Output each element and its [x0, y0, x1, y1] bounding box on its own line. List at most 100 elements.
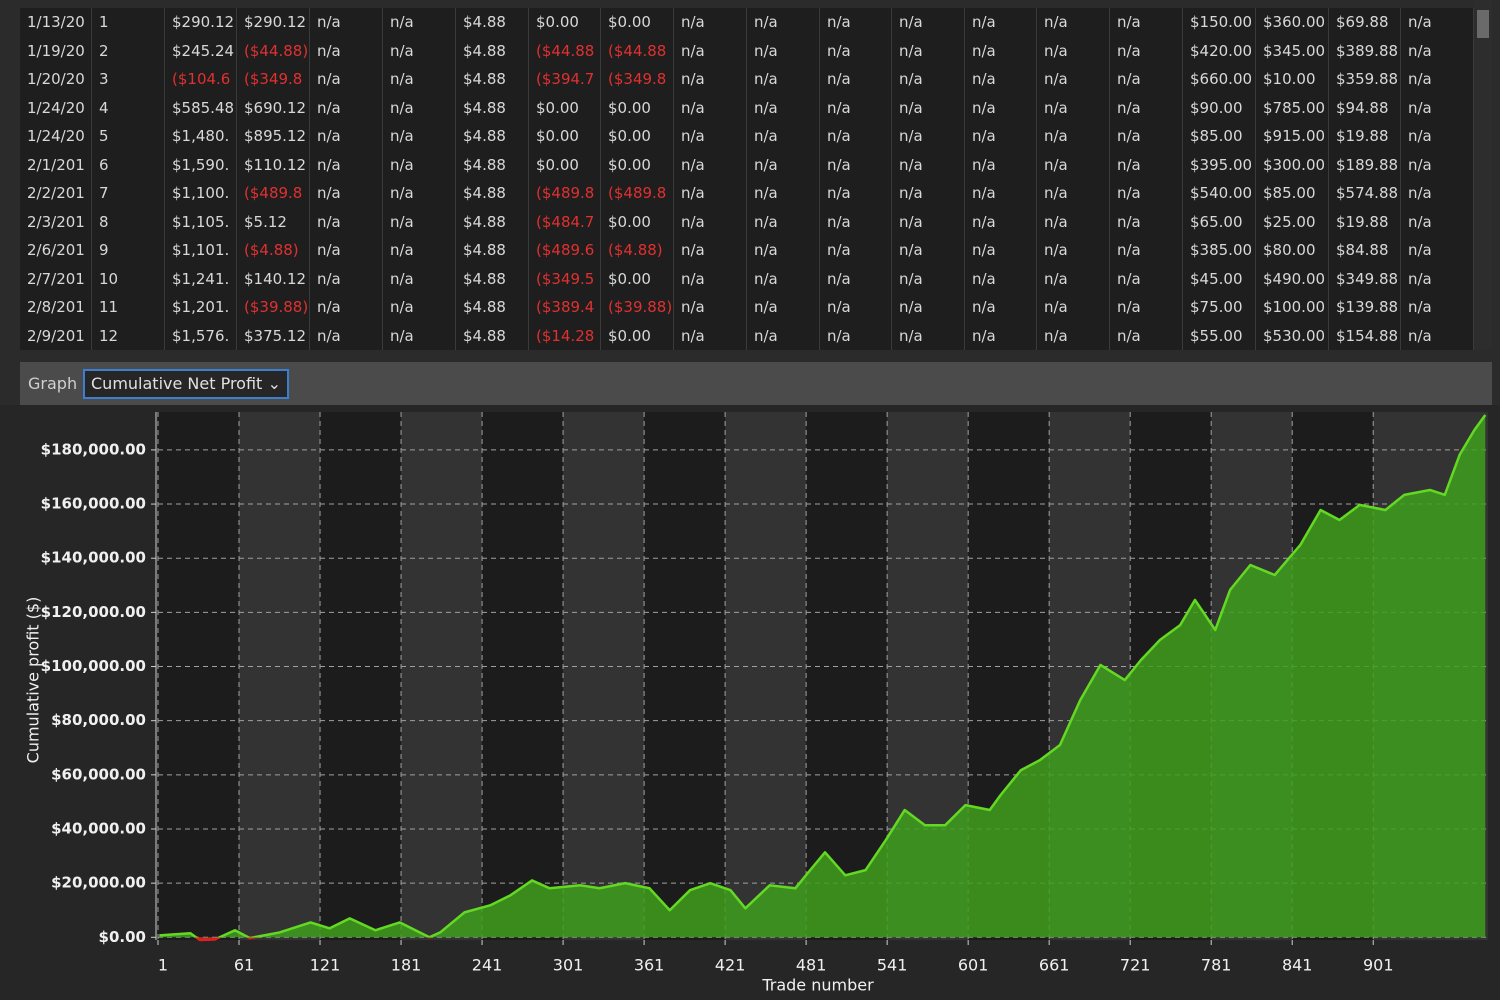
- graph-dropdown[interactable]: Cumulative Net Profit ⌄: [83, 369, 289, 399]
- table-cell: ($489.8: [237, 179, 310, 208]
- x-tick-label: 721: [1120, 956, 1151, 975]
- scroll-thumb[interactable]: [1477, 10, 1489, 38]
- table-cell: $45.00: [1183, 264, 1256, 293]
- x-tick-label: 301: [553, 956, 584, 975]
- graph-toolbar: Graph Cumulative Net Profit ⌄: [20, 362, 1492, 405]
- y-tick-label: $80,000.00: [51, 711, 146, 729]
- table-cell: $4.88: [456, 264, 529, 293]
- x-tick-label: 601: [958, 956, 989, 975]
- table-cell: n/a: [310, 65, 383, 94]
- table-cell: 12: [92, 321, 165, 350]
- table-cell: $1,590.: [165, 150, 237, 179]
- table-cell: $84.88: [1329, 236, 1401, 265]
- table-cell: 2/7/201: [20, 264, 92, 293]
- table-cell: n/a: [747, 179, 820, 208]
- table-cell: $490.00: [1256, 264, 1329, 293]
- table-cell: n/a: [965, 122, 1037, 151]
- y-axis-title: Cumulative profit ($): [24, 597, 43, 764]
- plot-band: [158, 412, 240, 940]
- table-cell: n/a: [1110, 293, 1183, 322]
- table-cell: $395.00: [1183, 150, 1256, 179]
- table-cell: n/a: [1110, 65, 1183, 94]
- table-cell: $55.00: [1183, 321, 1256, 350]
- table-cell: $4.88: [456, 65, 529, 94]
- table-cell: $100.00: [1256, 293, 1329, 322]
- table-cell: n/a: [820, 293, 892, 322]
- table-cell: n/a: [1401, 122, 1474, 151]
- table-cell: n/a: [383, 150, 456, 179]
- table-cell: n/a: [383, 264, 456, 293]
- table-cell: ($104.6: [165, 65, 237, 94]
- table-cell: n/a: [965, 236, 1037, 265]
- table-cell: $530.00: [1256, 321, 1329, 350]
- table-cell: n/a: [1401, 93, 1474, 122]
- y-tick-label: $20,000.00: [51, 874, 146, 892]
- table-cell: $1,101.: [165, 236, 237, 265]
- table-cell: $4.88: [456, 150, 529, 179]
- table-cell: n/a: [674, 236, 747, 265]
- profit-line: [159, 414, 1487, 942]
- table-cell: ($44.88: [529, 36, 601, 65]
- table-cell: n/a: [892, 321, 965, 350]
- plot-band: [320, 412, 402, 940]
- table-cell: ($39.88): [601, 293, 674, 322]
- table-cell: $4.88: [456, 207, 529, 236]
- table-cell: n/a: [892, 236, 965, 265]
- table-cell: $389.88: [1329, 36, 1401, 65]
- table-cell: $585.48: [165, 93, 237, 122]
- table-cell: n/a: [383, 236, 456, 265]
- table-cell: n/a: [747, 207, 820, 236]
- table-cell: n/a: [1037, 65, 1110, 94]
- table-cell: $660.00: [1183, 65, 1256, 94]
- table-cell: 2/6/201: [20, 236, 92, 265]
- table-cell: $349.88: [1329, 264, 1401, 293]
- y-tick-label: $40,000.00: [51, 819, 146, 837]
- table-cell: $1,201.: [165, 293, 237, 322]
- table-cell: n/a: [674, 321, 747, 350]
- table-cell: n/a: [892, 293, 965, 322]
- plot-band: [644, 412, 726, 940]
- table-cell: ($4.88): [237, 236, 310, 265]
- table-cell: $0.00: [601, 8, 674, 37]
- scrollbar[interactable]: [1474, 0, 1492, 350]
- table-cell: n/a: [965, 293, 1037, 322]
- table-cell: $85.00: [1183, 122, 1256, 151]
- table-cell: $5.12: [237, 207, 310, 236]
- table-cell: $94.88: [1329, 93, 1401, 122]
- table-cell: $1,105.: [165, 207, 237, 236]
- table-cell: $25.00: [1256, 207, 1329, 236]
- table-cell: $385.00: [1183, 236, 1256, 265]
- table-cell: n/a: [965, 93, 1037, 122]
- table-cell: n/a: [965, 321, 1037, 350]
- table-cell: n/a: [1110, 150, 1183, 179]
- y-tick-label: $120,000.00: [41, 603, 146, 621]
- table-cell: n/a: [820, 264, 892, 293]
- table-cell: $1,480.: [165, 122, 237, 151]
- graph-label: Graph: [28, 374, 78, 393]
- table-cell: n/a: [1110, 8, 1183, 37]
- table-cell: n/a: [1037, 93, 1110, 122]
- table-cell: 3: [92, 65, 165, 94]
- table-cell: n/a: [747, 236, 820, 265]
- table-cell: n/a: [747, 150, 820, 179]
- table-cell: $0.00: [601, 150, 674, 179]
- x-tick-label: 121: [310, 956, 341, 975]
- x-tick-label: 61: [234, 956, 254, 975]
- table-cell: n/a: [820, 36, 892, 65]
- table-cell: 2/9/201: [20, 321, 92, 350]
- table-cell: ($14.28: [529, 321, 601, 350]
- table-cell: n/a: [1110, 179, 1183, 208]
- table-cell: n/a: [820, 93, 892, 122]
- plot-band: [725, 412, 807, 940]
- table-cell: $110.12: [237, 150, 310, 179]
- table-cell: $785.00: [1256, 93, 1329, 122]
- table-cell: n/a: [1110, 264, 1183, 293]
- table-cell: 1/20/20: [20, 65, 92, 94]
- table-cell: $375.12: [237, 321, 310, 350]
- table-cell: n/a: [820, 122, 892, 151]
- dropdown-text: Cumulative Net Profit: [91, 374, 263, 393]
- y-tick-label: $160,000.00: [41, 495, 146, 513]
- chart: 1 61 121 181 241 301 361 421 481 541 601 661 721 781 8…: [0, 405, 1500, 1000]
- table-cell: 5: [92, 122, 165, 151]
- table-cell: n/a: [892, 264, 965, 293]
